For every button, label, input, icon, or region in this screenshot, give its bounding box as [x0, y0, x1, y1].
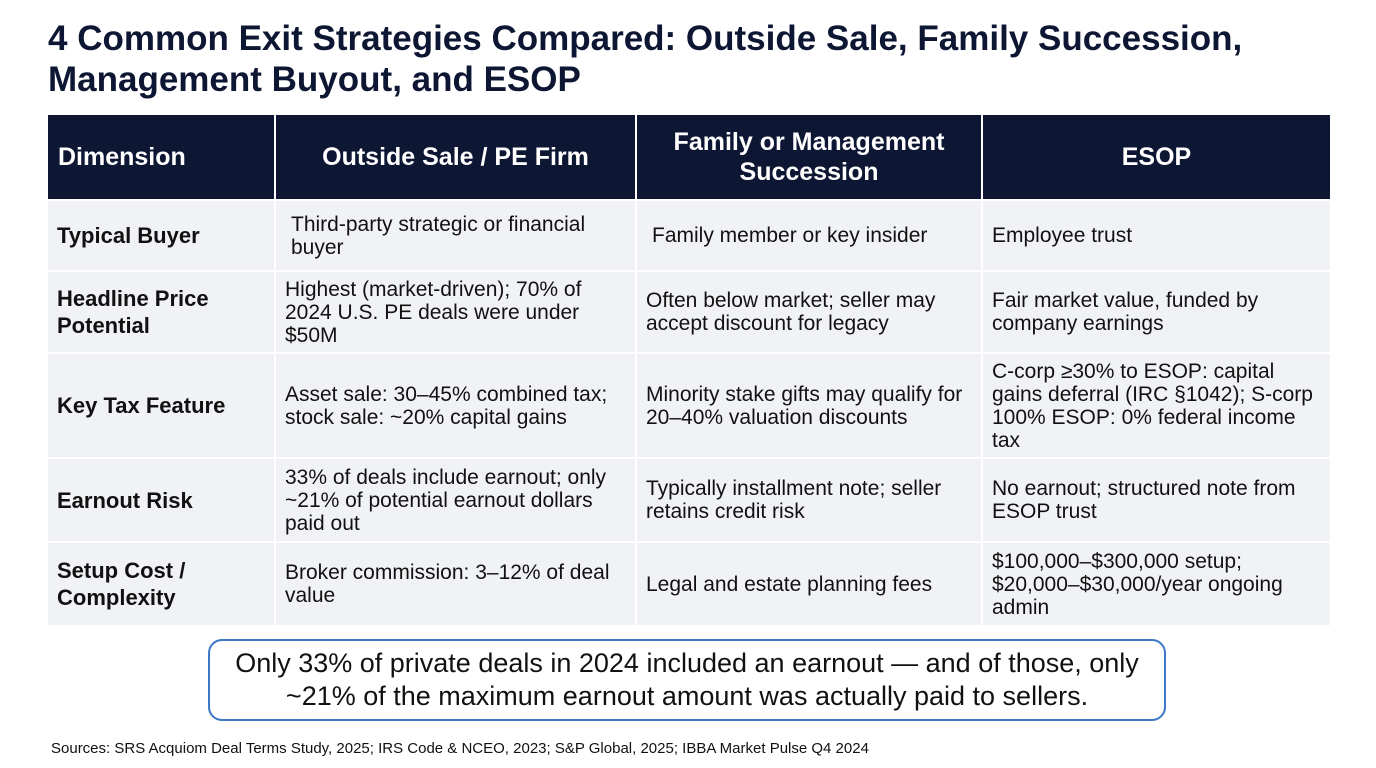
page-title: 4 Common Exit Strategies Compared: Outsi… [48, 19, 1243, 99]
table-cell: Broker commission: 3–12% of deal value [274, 541, 636, 625]
table-cell: Fair market value, funded by company ear… [981, 270, 1330, 353]
header-family-succession: Family or Management Succession [635, 115, 982, 200]
header-outside-sale: Outside Sale / PE Firm [274, 115, 636, 200]
table-cell: Family member or key insider [635, 199, 982, 271]
table-cell: Typically installment note; seller retai… [635, 457, 982, 542]
comparison-table: Dimension Outside Sale / PE Firm Family … [48, 115, 1330, 625]
row-label: Key Tax Feature [48, 352, 275, 458]
row-label: Typical Buyer [48, 199, 275, 271]
table-cell: Third-party strategic or financial buyer [274, 199, 636, 271]
table-cell: C-corp ≥30% to ESOP: capital gains defer… [981, 352, 1330, 458]
table-header-row: Dimension Outside Sale / PE Firm Family … [48, 115, 1330, 200]
earnout-callout: Only 33% of private deals in 2024 includ… [208, 639, 1166, 721]
table-row: Typical Buyer Third-party strategic or f… [48, 199, 1330, 271]
table-cell: Employee trust [981, 199, 1330, 271]
callout-text: Only 33% of private deals in 2024 includ… [235, 648, 1139, 711]
table-cell: No earnout; structured note from ESOP tr… [981, 457, 1330, 542]
table-cell: $100,000–$300,000 setup; $20,000–$30,000… [981, 541, 1330, 625]
header-esop: ESOP [981, 115, 1330, 200]
table-cell: Asset sale: 30–45% combined tax; stock s… [274, 352, 636, 458]
table-row: Setup Cost / Complexity Broker commissio… [48, 541, 1330, 625]
table-row: Headline Price Potential Highest (market… [48, 270, 1330, 353]
header-dimension: Dimension [48, 115, 275, 200]
sources-footnote: Sources: SRS Acquiom Deal Terms Study, 2… [51, 740, 869, 757]
row-label: Earnout Risk [48, 457, 275, 542]
table-cell: Highest (market-driven); 70% of 2024 U.S… [274, 270, 636, 353]
table-cell: Legal and estate planning fees [635, 541, 982, 625]
row-label: Headline Price Potential [48, 270, 275, 353]
table-row: Key Tax Feature Asset sale: 30–45% combi… [48, 352, 1330, 458]
table-cell: 33% of deals include earnout; only ~21% … [274, 457, 636, 542]
table-cell: Minority stake gifts may qualify for 20–… [635, 352, 982, 458]
row-label: Setup Cost / Complexity [48, 541, 275, 625]
table-cell: Often below market; seller may accept di… [635, 270, 982, 353]
table-row: Earnout Risk 33% of deals include earnou… [48, 457, 1330, 542]
